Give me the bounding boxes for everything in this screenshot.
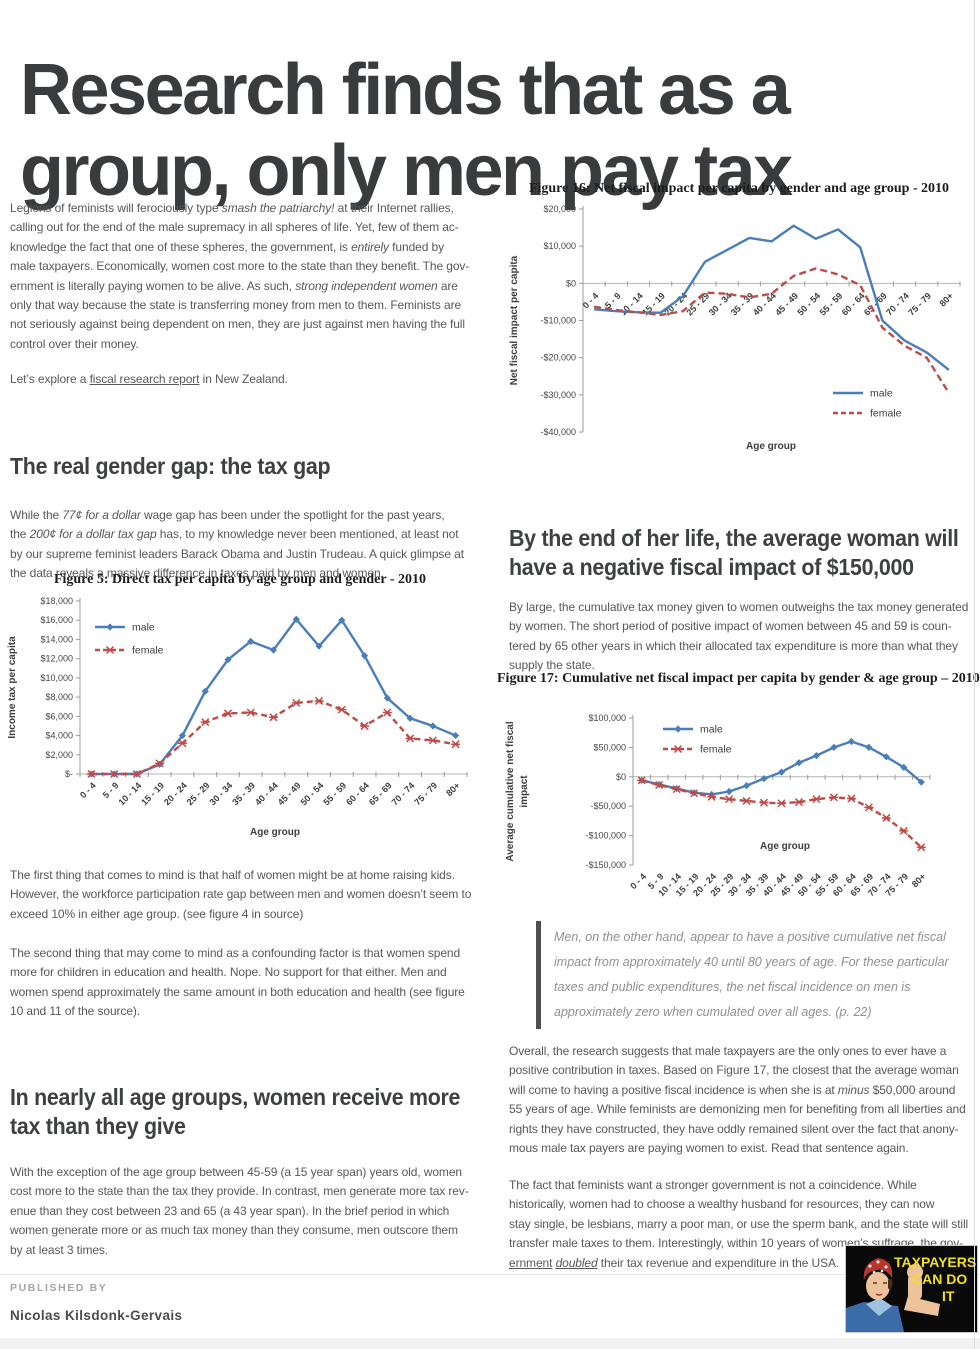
rosie-figure <box>846 1258 940 1332</box>
svg-text:60 - 64: 60 - 64 <box>344 780 371 807</box>
svg-text:$18,000: $18,000 <box>40 596 73 606</box>
svg-text:45 - 49: 45 - 49 <box>773 291 800 318</box>
svg-text:$6,000: $6,000 <box>45 711 73 721</box>
end-of-life-paragraph: By large, the cumulative tax money given… <box>509 600 969 673</box>
first-thing-paragraph: The first thing that comes to mind is th… <box>10 868 472 921</box>
svg-text:80+: 80+ <box>937 291 955 309</box>
svg-text:impact: impact <box>519 775 530 808</box>
svg-text:-$50,000: -$50,000 <box>590 801 626 811</box>
svg-text:Average cumulative net fiscal: Average cumulative net fiscal <box>505 721 516 861</box>
figure5-chart: $18,000 $16,000 $14,000 $12,000 $10,000 $8,00… <box>7 596 468 838</box>
taxpayers-poster-image: TAXPAYERS CAN DO IT <box>845 1245 978 1333</box>
poster-line-1: TAXPAYERS <box>894 1254 976 1270</box>
footer-divider <box>0 1274 980 1275</box>
svg-text:60 - 64: 60 - 64 <box>840 291 867 318</box>
svg-text:70 - 74: 70 - 74 <box>884 291 911 318</box>
svg-text:70 - 74: 70 - 74 <box>390 780 417 807</box>
women-receive-paragraph: With the exception of the age group betw… <box>10 1165 469 1257</box>
author-name[interactable]: Nicolas Kilsdonk-Gervais <box>10 1308 183 1323</box>
svg-text:$12,000: $12,000 <box>40 654 73 664</box>
svg-text:$100,000: $100,000 <box>588 713 626 723</box>
svg-text:$14,000: $14,000 <box>40 634 73 644</box>
svg-text:30 - 34: 30 - 34 <box>207 780 234 807</box>
svg-text:0 - 4: 0 - 4 <box>628 871 648 891</box>
svg-text:female: female <box>870 408 902 420</box>
svg-text:$2,000: $2,000 <box>45 750 73 760</box>
svg-text:$8,000: $8,000 <box>45 692 73 702</box>
heading-tax-gap: The real gender gap: the tax gap <box>10 453 331 480</box>
svg-text:80+: 80+ <box>910 871 928 889</box>
poster-line-2: CAN DO <box>912 1271 967 1287</box>
svg-text:male: male <box>700 724 723 736</box>
svg-text:Age group: Age group <box>250 827 300 838</box>
svg-text:-$30,000: -$30,000 <box>540 390 576 400</box>
svg-text:$-: $- <box>65 769 73 779</box>
svg-text:Income tax per capita: Income tax per capita <box>7 636 18 739</box>
figure5-title: Figure 5: Direct tax per capita by age g… <box>53 572 427 587</box>
second-thing-paragraph: The second thing that may come to mind a… <box>10 946 465 1019</box>
svg-text:80+: 80+ <box>444 780 462 798</box>
figure17-chart: $100,000 $50,000 $0 -$50,000 -$100,000 -$150,… <box>505 713 931 898</box>
page-title: Research finds that as a group, only men… <box>20 50 793 212</box>
svg-text:$50,000: $50,000 <box>593 742 626 752</box>
svg-text:$4,000: $4,000 <box>45 731 73 741</box>
inline-link[interactable]: doubled <box>555 1255 598 1270</box>
svg-text:male: male <box>132 622 155 634</box>
figure16-title: Figure 16: Net fiscal impact per capita … <box>528 181 950 196</box>
svg-text:female: female <box>132 645 164 657</box>
svg-text:55 - 59: 55 - 59 <box>818 291 845 318</box>
explore-paragraph: Let’s explore a fiscal research report i… <box>10 372 288 386</box>
svg-text:Net fiscal impact per capita: Net fiscal impact per capita <box>509 255 520 385</box>
inline-link[interactable]: fiscal research report <box>89 372 200 386</box>
svg-text:25 - 29: 25 - 29 <box>684 291 711 318</box>
published-by-label: PUBLISHED BY <box>10 1282 108 1294</box>
svg-text:Age group: Age group <box>746 441 796 452</box>
svg-text:45 - 49: 45 - 49 <box>276 780 303 807</box>
intro-paragraph: Legions of feminists will ferociously ty… <box>10 201 470 351</box>
svg-text:$10,000: $10,000 <box>40 673 73 683</box>
feminists-government-paragraph: The fact that feminists want a stronger … <box>509 1178 969 1270</box>
svg-text:-$40,000: -$40,000 <box>540 427 576 437</box>
svg-text:$0: $0 <box>566 278 576 288</box>
footer-bar <box>0 1338 980 1349</box>
svg-text:male: male <box>870 388 893 400</box>
svg-text:40 - 44: 40 - 44 <box>253 780 280 807</box>
svg-text:-$100,000: -$100,000 <box>585 831 626 841</box>
page-edge-line <box>974 0 975 1349</box>
svg-text:75 - 79: 75 - 79 <box>412 780 439 807</box>
svg-text:-$10,000: -$10,000 <box>540 316 576 326</box>
svg-text:55 - 59: 55 - 59 <box>321 780 348 807</box>
svg-text:female: female <box>700 744 732 756</box>
svg-text:$20,000: $20,000 <box>543 204 576 214</box>
poster-text: TAXPAYERS CAN DO IT <box>894 1254 976 1304</box>
svg-text:$10,000: $10,000 <box>543 241 576 251</box>
svg-text:25 - 29: 25 - 29 <box>185 780 212 807</box>
svg-text:$0: $0 <box>616 772 626 782</box>
heading-end-of-life: By the end of her life, the average woma… <box>509 525 959 581</box>
svg-text:Age group: Age group <box>760 841 810 852</box>
svg-text:20 - 24: 20 - 24 <box>162 780 189 807</box>
svg-text:-$150,000: -$150,000 <box>585 860 626 870</box>
svg-text:0 - 4: 0 - 4 <box>78 780 98 800</box>
tax-gap-paragraph: While the 77¢ for a dollar wage gap has … <box>10 508 464 581</box>
heading-women-receive: In nearly all age groups, women receive … <box>10 1084 461 1140</box>
svg-text:15 - 19: 15 - 19 <box>139 780 166 807</box>
svg-text:5 - 9: 5 - 9 <box>101 780 121 800</box>
svg-text:50 - 54: 50 - 54 <box>795 291 822 318</box>
overall-paragraph: Overall, the research suggests that male… <box>509 1044 966 1156</box>
svg-text:$16,000: $16,000 <box>40 615 73 625</box>
svg-text:50 - 54: 50 - 54 <box>299 780 326 807</box>
svg-text:75 - 79: 75 - 79 <box>906 291 933 318</box>
figure17-title: Figure 17: Cumulative net fiscal impact … <box>497 671 980 686</box>
poster-line-3: IT <box>942 1288 955 1304</box>
svg-text:10 - 14: 10 - 14 <box>116 780 143 807</box>
figure16-chart: $20,000 $10,000 $0 -$10,000 -$20,000 -$30,000… <box>509 204 961 452</box>
svg-text:-$20,000: -$20,000 <box>540 353 576 363</box>
report-quote: Men, on the other hand, appear to have a… <box>536 920 980 1029</box>
svg-text:65 - 69: 65 - 69 <box>367 780 394 807</box>
svg-text:35 - 39: 35 - 39 <box>230 780 257 807</box>
